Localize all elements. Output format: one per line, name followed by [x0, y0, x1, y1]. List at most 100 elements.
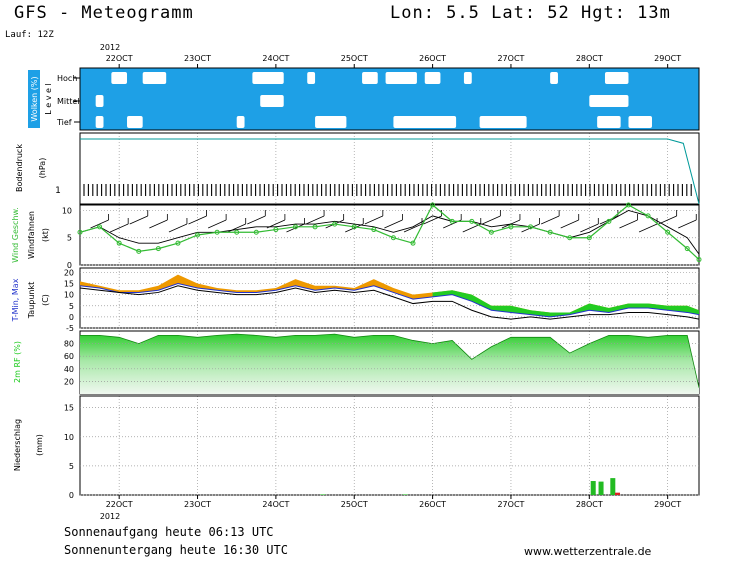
cloud-patch — [597, 116, 621, 128]
wind-point — [684, 246, 690, 252]
x-tick-bottom: 25OCT — [341, 500, 368, 509]
cloud-patch — [424, 72, 441, 84]
wind-point — [625, 202, 631, 208]
precip-bar — [615, 492, 621, 495]
temp-min-band — [432, 290, 699, 317]
x-tick-top: 26OCT — [419, 54, 446, 63]
wind-point — [410, 240, 416, 246]
wind-barb — [658, 215, 677, 225]
wind-point — [351, 224, 357, 230]
panel-frame-pressure — [79, 132, 700, 205]
cloud-level-label: Hoch — [57, 74, 77, 83]
cloud-patch — [127, 116, 143, 128]
wind-barb — [364, 215, 383, 225]
credit-link[interactable]: www.wetterzentrale.de — [524, 545, 652, 558]
wind-point — [606, 218, 612, 224]
wind-barb — [90, 219, 109, 229]
x-tick-top: 22OCT — [106, 54, 133, 63]
wind-barb — [619, 219, 638, 229]
wind-barb — [286, 223, 305, 233]
wind-y-tick: 5 — [67, 234, 72, 243]
wind-barb — [110, 223, 129, 233]
wind-point — [547, 229, 553, 235]
wind-barb — [540, 215, 560, 225]
wind-point — [175, 240, 181, 246]
wind-point — [332, 221, 338, 227]
precip-y-tick: 0 — [69, 491, 74, 500]
wind-ylabel-2: Windfahnen — [27, 211, 36, 259]
page-title: GFS - Meteogramm — [14, 3, 194, 23]
x-tick-top: 23OCT — [184, 54, 211, 63]
humidity-ylabel: 2m RF (%) — [13, 341, 22, 383]
panel-frame-temperature — [79, 267, 700, 329]
cloud-level-label: Mittel — [57, 97, 80, 106]
cloud-patch — [393, 116, 457, 128]
wind-point — [136, 248, 142, 254]
x-tick-top: 29OCT — [654, 54, 681, 63]
wind-point — [469, 218, 475, 224]
cloud-ylabel-box — [28, 70, 40, 128]
cloud-patch — [385, 72, 417, 84]
pressure-ylabel: Bodendruck — [15, 144, 24, 192]
cloud-patch — [95, 95, 104, 107]
humidity-line — [80, 333, 700, 388]
model-run: Lauf: 12Z — [5, 30, 54, 40]
wind-gust-line — [79, 209, 700, 255]
cloud-ylabel: Wolken (%) — [30, 76, 39, 121]
humidity-area — [80, 334, 699, 394]
precip-y-tick: 10 — [64, 433, 74, 442]
wind-point — [116, 240, 122, 246]
wind-point — [449, 218, 455, 224]
temp-y-tick: 5 — [69, 302, 74, 311]
precip-bar — [320, 494, 326, 495]
location-info: Lon: 5.5 Lat: 52 Hgt: 13m — [390, 3, 671, 23]
panel-frame-wind — [79, 204, 700, 266]
humidity-y-tick: 60 — [64, 352, 74, 361]
wind-barb — [168, 223, 188, 233]
x-tick-top: 27OCT — [497, 54, 524, 63]
x-tick-top: 24OCT — [262, 54, 289, 63]
wind-point — [390, 235, 396, 241]
temp-y-tick: -5 — [66, 324, 74, 333]
wind-point — [665, 229, 671, 235]
x-tick-top: 25OCT — [341, 54, 368, 63]
wind-barb — [188, 215, 207, 225]
pressure-y-tick: 1 — [55, 186, 61, 196]
temp-ylabel-unit: (C) — [41, 294, 50, 306]
wind-barb — [599, 215, 619, 225]
wind-barb — [247, 215, 266, 225]
cloud-patch — [111, 72, 128, 84]
wind-barb — [521, 223, 540, 233]
wind-point — [488, 229, 494, 235]
wind-speed-line — [79, 204, 700, 260]
cloud-patch — [479, 116, 527, 128]
wind-barb — [560, 219, 579, 229]
precip-bar — [610, 478, 616, 495]
precip-y-tick: 5 — [69, 462, 74, 471]
cloud-patch — [315, 116, 347, 128]
temp-ylabel-2: Taupunkt — [27, 282, 36, 320]
pressure-line — [80, 138, 700, 205]
cloud-frame — [79, 67, 700, 131]
wind-point — [292, 224, 298, 230]
wind-point — [567, 235, 573, 241]
x-tick-bottom: 23OCT — [184, 500, 211, 509]
cloud-level-axis-label: L e v e l — [44, 83, 53, 114]
wind-y-tick: 10 — [62, 206, 72, 215]
cloud-patch — [604, 72, 629, 84]
wind-barb — [638, 223, 658, 233]
wind-barb — [207, 219, 227, 229]
cloud-patch — [307, 72, 316, 84]
wind-point — [253, 229, 259, 235]
temp-min-line — [79, 283, 700, 318]
wind-point — [77, 229, 83, 235]
precip-bar — [598, 481, 604, 495]
wind-barb — [384, 219, 403, 229]
wind-point — [155, 246, 161, 252]
wind-point — [312, 224, 318, 230]
wind-point — [645, 213, 651, 219]
cloud-level-label: Tief — [56, 118, 72, 127]
wind-point — [195, 232, 201, 238]
precip-bar — [402, 494, 408, 495]
